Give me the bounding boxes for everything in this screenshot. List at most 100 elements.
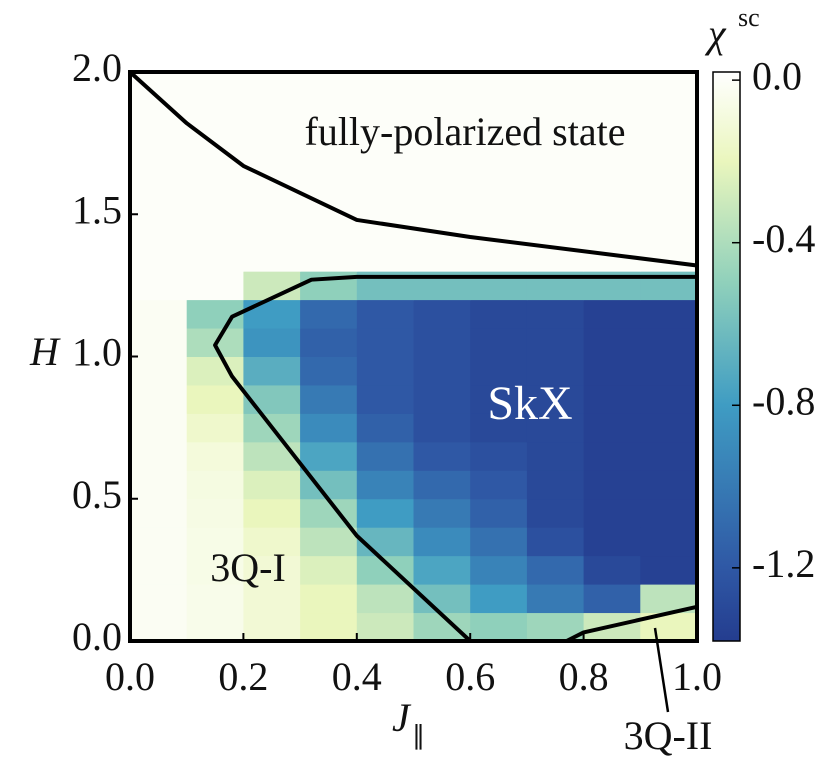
cell xyxy=(356,157,414,187)
cell xyxy=(186,384,244,414)
cell xyxy=(130,271,188,301)
cell xyxy=(470,299,528,329)
cell xyxy=(356,470,414,500)
cell xyxy=(470,498,528,528)
cell xyxy=(130,214,188,244)
cell xyxy=(640,214,698,244)
cell xyxy=(583,185,641,215)
cell xyxy=(526,470,585,500)
cell xyxy=(583,527,641,557)
cell xyxy=(186,612,244,642)
cell xyxy=(186,271,244,301)
cell xyxy=(243,356,301,386)
cell xyxy=(583,584,641,614)
cell xyxy=(356,612,414,642)
cell xyxy=(470,72,528,101)
phase-boundary xyxy=(565,604,698,643)
cell xyxy=(243,470,301,500)
y-tick-label: 0.0 xyxy=(72,614,122,659)
cell xyxy=(130,328,188,357)
cell xyxy=(186,72,244,101)
cell xyxy=(130,441,188,471)
cell xyxy=(526,157,585,187)
cell xyxy=(130,299,188,329)
cell xyxy=(300,157,358,187)
pointer xyxy=(653,627,670,713)
y-tick-label: 0.5 xyxy=(72,472,122,517)
x-tick-label: 1.0 xyxy=(672,654,722,699)
cell xyxy=(526,214,585,244)
cell xyxy=(640,100,698,130)
cell xyxy=(470,185,528,215)
x-axis-label: J xyxy=(392,695,412,740)
cell xyxy=(583,470,641,500)
cell xyxy=(640,384,698,414)
cell xyxy=(356,441,414,471)
cell xyxy=(413,470,471,500)
cell xyxy=(413,527,471,557)
colorbar-tick-label: -1.2 xyxy=(752,541,815,586)
cell xyxy=(243,214,301,244)
cell xyxy=(130,470,188,500)
cell xyxy=(130,498,188,528)
cell xyxy=(300,356,358,386)
cell xyxy=(130,128,188,158)
x-axis-label-sub: ∥ xyxy=(412,721,425,750)
cell xyxy=(356,527,414,557)
cell xyxy=(583,328,641,357)
colorbar-tick-label: -0.8 xyxy=(752,378,815,423)
cell xyxy=(186,413,244,443)
cell xyxy=(640,527,698,557)
y-axis-label: H xyxy=(29,329,61,374)
cell xyxy=(243,128,301,158)
y-tick-label: 2.0 xyxy=(72,45,122,90)
cell xyxy=(186,470,244,500)
y-tick-label: 1.5 xyxy=(72,187,122,232)
cell xyxy=(130,157,188,187)
cell xyxy=(243,441,301,471)
cell xyxy=(130,612,188,642)
cell xyxy=(413,356,471,386)
cell xyxy=(300,328,358,357)
cell xyxy=(300,100,358,130)
cell xyxy=(356,384,414,414)
cell xyxy=(356,185,414,215)
cell xyxy=(356,498,414,528)
cell xyxy=(526,584,585,614)
cell xyxy=(356,328,414,357)
cell xyxy=(526,72,585,101)
cell xyxy=(300,441,358,471)
cell xyxy=(413,441,471,471)
y-tick-label: 1.0 xyxy=(72,330,122,375)
boundaries xyxy=(128,70,698,643)
cell xyxy=(413,72,471,101)
annotation: 3Q-II xyxy=(624,713,713,758)
cell xyxy=(300,214,358,244)
cell xyxy=(583,356,641,386)
cell xyxy=(186,555,244,585)
colorbar-label-sup: sc xyxy=(738,3,760,32)
cell xyxy=(300,555,358,585)
cell xyxy=(356,356,414,386)
cell xyxy=(356,413,414,443)
cell xyxy=(130,527,188,557)
cell xyxy=(583,299,641,329)
annotation: SkX xyxy=(487,377,572,430)
cell xyxy=(300,612,358,642)
cell xyxy=(470,100,528,130)
cell xyxy=(640,242,698,272)
cell xyxy=(413,299,471,329)
x-tick-label: 0.0 xyxy=(105,654,155,699)
cell xyxy=(130,242,188,272)
cell xyxy=(640,128,698,158)
cell xyxy=(526,498,585,528)
cell xyxy=(583,441,641,471)
cell xyxy=(186,214,244,244)
cell xyxy=(470,328,528,357)
phase-boundary xyxy=(128,70,698,268)
cell xyxy=(413,242,471,272)
cell xyxy=(300,185,358,215)
cell xyxy=(526,100,585,130)
cell xyxy=(640,498,698,528)
